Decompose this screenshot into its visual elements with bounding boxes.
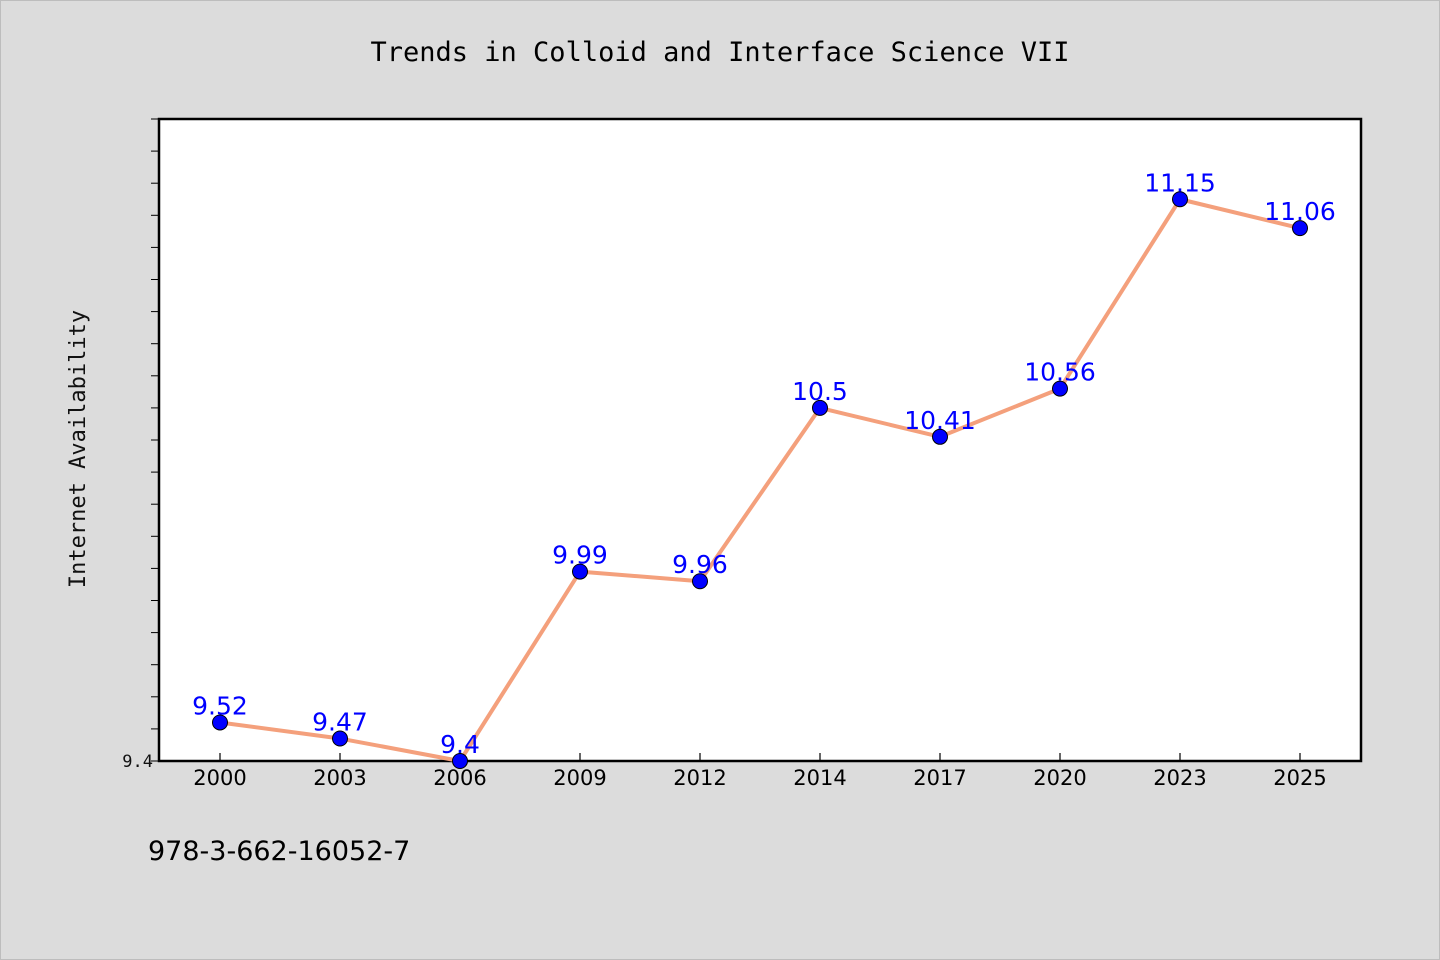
x-tick-label: 2003 bbox=[313, 766, 366, 790]
y-tick-label: 9.4 bbox=[122, 752, 153, 772]
data-label: 10.56 bbox=[1024, 358, 1096, 387]
data-label: 9.47 bbox=[312, 708, 368, 737]
series-line bbox=[219, 197, 1301, 763]
data-label: 10.5 bbox=[792, 377, 848, 406]
chart-title: Trends in Colloid and Interface Science … bbox=[371, 37, 1070, 68]
x-tick-label: 2025 bbox=[1273, 766, 1326, 790]
data-label: 9.96 bbox=[672, 550, 728, 579]
data-label: 9.99 bbox=[552, 541, 608, 570]
data-point bbox=[452, 753, 468, 769]
data-point bbox=[1292, 220, 1308, 237]
data-point bbox=[332, 730, 348, 747]
data-label: 11.06 bbox=[1264, 197, 1336, 226]
y-axis-ticks: 9.4 bbox=[122, 118, 159, 772]
data-point bbox=[692, 573, 708, 590]
data-label: 9.4 bbox=[440, 730, 480, 759]
data-label: 10.41 bbox=[904, 406, 976, 435]
x-tick-label: 2023 bbox=[1153, 766, 1206, 790]
data-point bbox=[812, 399, 828, 416]
data-point bbox=[572, 563, 588, 580]
x-tick-label: 2020 bbox=[1033, 766, 1086, 790]
series-layer: 9.52 9.47 9.4 9.99 9.96 10.5 10.41 10.56 11.15 11… bbox=[192, 168, 1336, 769]
isbn-text: 978-3-662-16052-7 bbox=[148, 836, 411, 867]
plot-area bbox=[157, 117, 1363, 763]
x-axis-ticks: 2000 2003 2006 2009 2012 2014 2017 2020 2023 2025 bbox=[193, 753, 1327, 790]
x-tick-label: 2017 bbox=[913, 766, 966, 790]
x-tick-label: 2014 bbox=[793, 766, 846, 790]
x-tick-label: 2012 bbox=[673, 766, 726, 790]
x-tick-label: 2000 bbox=[193, 766, 246, 790]
y-axis-title: Internet Availability bbox=[66, 310, 91, 588]
x-tick-label: 2009 bbox=[553, 766, 606, 790]
data-label: 11.15 bbox=[1144, 168, 1216, 197]
data-point bbox=[1052, 380, 1068, 397]
data-point bbox=[212, 714, 228, 731]
data-point bbox=[932, 428, 948, 445]
data-label: 9.52 bbox=[192, 691, 248, 720]
data-point bbox=[1172, 191, 1188, 208]
x-tick-label: 2006 bbox=[433, 766, 486, 790]
